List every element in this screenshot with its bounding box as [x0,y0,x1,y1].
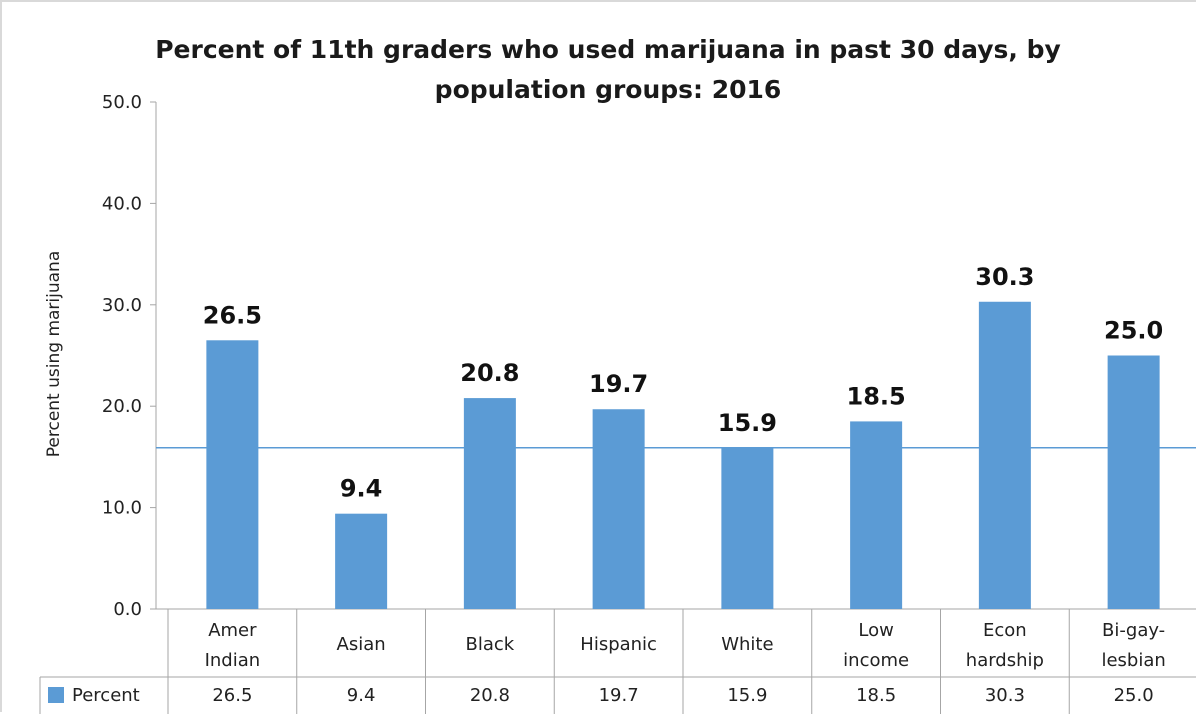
y-tick-label: 30.0 [102,295,142,316]
bar [978,301,1031,609]
bar [1107,355,1160,609]
category-label: lesbian [1101,650,1165,671]
data-label: 9.4 [340,475,383,503]
category-label: White [721,634,773,655]
table-value-cell: 30.3 [985,685,1025,706]
category-label: Black [466,634,515,655]
data-label: 19.7 [589,370,648,398]
data-label: 30.3 [975,263,1034,291]
chart-title-line: population groups: 2016 [435,75,782,104]
category-label: Econ [983,620,1027,641]
table-value-cell: 19.7 [599,685,639,706]
y-tick-label: 0.0 [113,599,142,620]
axes [150,102,1196,610]
y-axis-label: Percent using marijuana [44,251,64,458]
y-tick-label: 20.0 [102,396,142,417]
bars [206,301,1160,609]
bar [206,340,259,609]
data-label: 18.5 [847,382,906,410]
category-label: Asian [337,634,386,655]
legend-key [48,687,64,703]
category-label: Low [858,620,893,641]
data-table: Amer Indian Asian Black Hispanic White Low inco… [39,609,1196,714]
category-label: Amer [208,620,257,641]
y-axis-title: Percent using marijuana [44,251,64,458]
data-label: 20.8 [460,359,519,387]
bar [721,447,774,609]
category-label: hardship [966,650,1044,671]
bar [335,513,388,609]
data-label: 15.9 [718,409,777,437]
chart-title-line: Percent of 11th graders who used marijua… [155,35,1061,64]
y-axis-ticks: 0.0 10.0 20.0 30.0 40.0 50.0 [102,92,156,620]
category-label: Indian [205,650,261,671]
table-value-cell: 20.8 [470,685,510,706]
data-labels: 26.5 9.4 20.8 19.7 15.9 18.5 30.3 25.0 [203,263,1163,503]
y-tick-label: 40.0 [102,193,142,214]
category-label: income [843,650,909,671]
category-label: Bi-gay- [1102,620,1165,641]
table-value-cell: 9.4 [347,685,376,706]
y-tick-label: 10.0 [102,498,142,519]
table-value-cell: 25.0 [1114,685,1154,706]
bar [592,409,645,609]
chart-title: Percent of 11th graders who used marijua… [155,35,1061,104]
table-value-cell: 15.9 [727,685,767,706]
bar [850,421,903,609]
data-label: 25.0 [1104,317,1163,345]
bar [463,398,516,609]
table-value-cell: 26.5 [212,685,252,706]
category-label: Hispanic [580,634,657,655]
legend-series-name: Percent [72,685,140,706]
y-tick-label: 50.0 [102,92,142,113]
data-label: 26.5 [203,301,262,329]
table-value-cell: 18.5 [856,685,896,706]
